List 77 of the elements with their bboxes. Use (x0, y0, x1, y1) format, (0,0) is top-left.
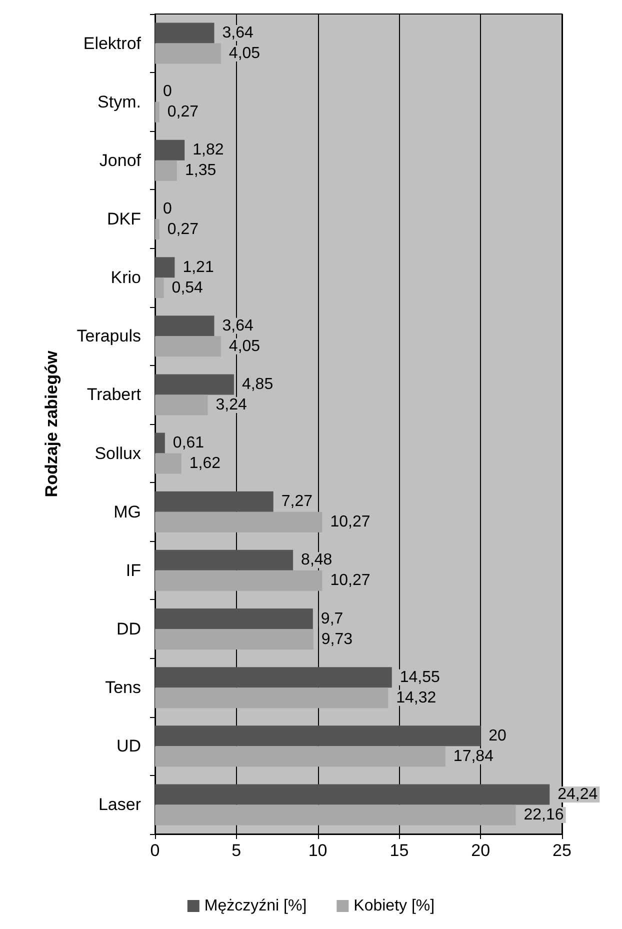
data-label: 1,62 (189, 455, 221, 472)
y-tick-label: Elektrof (83, 34, 142, 53)
y-tick-label: DD (116, 620, 141, 638)
bar (155, 608, 313, 629)
y-tick-label: IF (126, 560, 141, 580)
bar (155, 316, 214, 336)
bar (155, 43, 221, 64)
data-label: 3,24 (216, 396, 247, 414)
bar (155, 667, 392, 688)
data-label: 4,05 (228, 338, 260, 355)
data-label: 1,82 (192, 142, 224, 159)
data-label: 0,27 (167, 104, 199, 121)
data-label: 10,27 (330, 514, 370, 531)
bar (155, 629, 314, 650)
bar (155, 140, 185, 160)
bar (155, 336, 221, 357)
x-tick-label: 25 (552, 841, 572, 860)
x-tick-label: 15 (390, 841, 409, 860)
y-axis-title: Rodzaje zabiegów (42, 350, 61, 498)
bar (155, 726, 481, 746)
data-label: 3,64 (222, 317, 254, 334)
bar (155, 394, 208, 416)
legend-label: Kobiety [%] (354, 898, 435, 914)
y-tick-label: UD (116, 736, 141, 756)
bar (155, 491, 274, 512)
data-label: 1,21 (182, 258, 214, 276)
data-label: 14,32 (396, 689, 436, 706)
bar (155, 804, 516, 826)
data-label: 24,24 (558, 786, 598, 803)
bar (155, 570, 322, 591)
data-label: 9,7 (320, 610, 344, 628)
bar (155, 160, 177, 181)
data-label: 0 (163, 200, 172, 218)
data-label: 14,55 (400, 668, 440, 686)
bar (155, 453, 182, 474)
bar (155, 257, 175, 278)
data-label: 1,35 (184, 162, 216, 180)
x-tick-label: 10 (308, 841, 328, 860)
data-label: 10,27 (330, 572, 370, 590)
bar (155, 219, 160, 240)
y-tick-label: DKF (107, 210, 141, 228)
data-label: 17,84 (453, 748, 494, 765)
data-label: 8,48 (301, 552, 332, 569)
y-tick-label: MG (114, 502, 141, 522)
data-label: 0 (163, 83, 172, 100)
bar (155, 550, 294, 570)
bar (155, 746, 446, 767)
bar (155, 512, 322, 532)
bar (155, 22, 214, 44)
data-label: 9,73 (321, 630, 353, 648)
bar (155, 688, 388, 708)
x-tick-label: 5 (232, 841, 242, 860)
y-tick-label: Tens (105, 678, 141, 698)
y-tick-label: Stym. (98, 92, 141, 112)
data-label: 0,61 (172, 434, 204, 452)
data-label: 22,16 (524, 806, 564, 824)
bar (155, 102, 160, 122)
data-label: 4,85 (242, 376, 274, 393)
bar (155, 432, 165, 454)
y-tick-label: Terapuls (76, 326, 141, 346)
data-label: 7,27 (281, 493, 313, 510)
y-tick-label: Trabert (86, 385, 142, 404)
y-tick-label: Jonof (99, 150, 142, 170)
bar (155, 374, 234, 395)
data-label: 0,54 (172, 279, 204, 296)
data-label: 4,05 (228, 45, 260, 62)
y-tick-label: Laser (98, 795, 142, 814)
data-label: 3,64 (222, 24, 254, 42)
legend-label: Mężczyźni [%] (204, 898, 307, 914)
bar (155, 278, 164, 298)
data-label: 0,27 (167, 220, 199, 238)
x-tick-label: 20 (471, 841, 490, 860)
x-tick-label: 0 (150, 841, 160, 860)
data-label: 20 (488, 727, 506, 744)
y-tick-label: Krio (110, 268, 141, 288)
y-tick-label: Sollux (94, 444, 142, 463)
bar (155, 784, 550, 805)
